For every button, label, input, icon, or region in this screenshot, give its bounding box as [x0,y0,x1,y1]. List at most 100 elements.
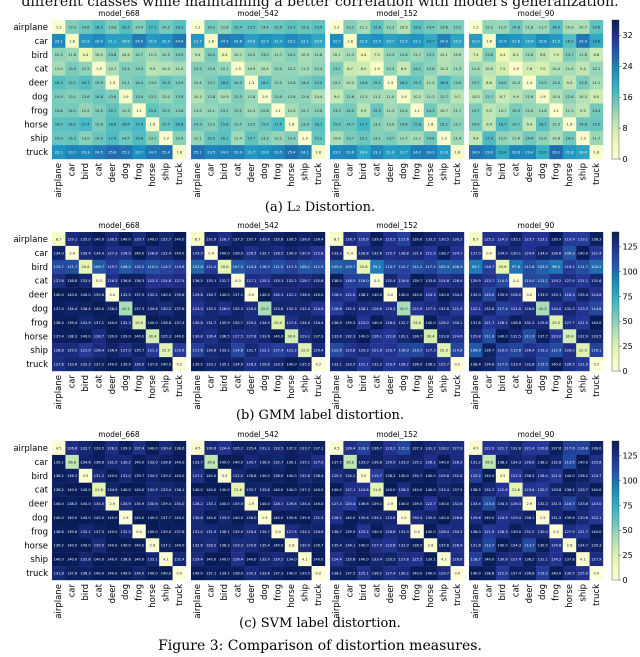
x-tick-label: deer [386,163,396,183]
cell-label: 13.3 [194,67,202,71]
heatmap-cell [65,89,79,104]
cell-label: 8.0 [593,95,599,99]
cell-label: 24.9 [472,150,481,154]
cell-label: 123.7 [524,237,534,241]
figure-caption: Figure 3: Comparison of distortion measu… [158,638,482,654]
cell-label: 130.5 [439,237,449,241]
cell-label: 140.0 [219,502,230,506]
cell-label: 132.3 [286,307,296,311]
cell-label: 134.3 [497,502,507,506]
cell-label: 140.0 [134,335,145,339]
heatmap-cell [549,89,563,104]
heatmap-cell [482,47,496,62]
x-tick-label: ship [161,375,171,393]
heatmap-cell [258,301,272,316]
heatmap-cell [495,343,510,358]
cell-label: 128.6 [551,251,562,255]
heatmap-cell [356,454,371,469]
heatmap-cell [397,496,411,511]
cell-label: 140.0 [174,460,185,464]
heatmap-cell [482,33,496,48]
heatmap-cell [397,89,411,104]
cell-label: 16.3 [55,81,63,85]
heatmap-cell [356,357,371,372]
cell-label: 135.6 [345,558,356,562]
heatmap-cell [330,524,344,539]
cell-label: 133.9 [538,293,549,297]
heatmap-cell [356,33,371,48]
cell-label: 116.0 [358,279,369,283]
cell-label: 134.7 [206,293,216,297]
cell-label: 127.6 [54,279,65,283]
cell-label: 136.2 [425,362,435,366]
heatmap-cell [576,496,590,511]
heatmap-cell [105,315,120,330]
cell-label: 136.1 [219,530,229,534]
heatmap-cell [271,232,285,247]
heatmap-cell [482,301,496,316]
cell-label: 119.4 [399,279,410,283]
heatmap-cell [231,259,245,274]
heatmap-cell [52,273,66,288]
heatmap-cell [159,232,173,247]
heatmap-cell [482,131,496,146]
heatmap-cell [450,117,465,132]
heatmap-cell [549,245,563,260]
cell-label: 4.1 [302,558,308,562]
cell-label: 130.2 [452,237,462,241]
heatmap-cell [356,103,371,118]
cell-label: 30.4 [148,335,157,339]
cell-label: 136.1 [332,571,342,575]
cell-label: 111.9 [484,335,495,339]
heatmap-cell [330,103,344,118]
heatmap-cell [271,441,285,456]
cell-label: 120.6 [358,237,369,241]
heatmap-cell [469,287,483,302]
heatmap-cell [522,524,537,539]
model-title: model_90 [518,430,555,439]
cell-label: 11.1 [592,81,600,85]
cell-label: 117.6 [564,446,575,450]
heatmap-cell [204,89,218,104]
cell-label: 133.9 [399,544,410,548]
cell-label: 11.3 [453,67,461,71]
cell-label: 10.9 [220,95,229,99]
x-tick-label: car [346,584,356,598]
cell-label: 21.7 [194,39,202,43]
heatmap-cell [522,131,537,146]
heatmap-cell [298,61,312,76]
heatmap-cell [522,343,537,358]
heatmap-cell [78,301,93,316]
heatmap-cell [204,145,218,160]
heatmap-cell [536,259,550,274]
heatmap-cell [217,259,232,274]
heatmap-cell [258,117,272,132]
cell-label: 134.0 [497,251,508,255]
x-tick-label: airplane [193,163,203,198]
x-tick-label: truck [592,163,602,185]
heatmap-cell [145,482,160,497]
heatmap-cell [410,245,424,260]
heatmap-cell [298,131,312,146]
x-tick-label: dog [121,163,131,179]
heatmap-cell [92,454,106,469]
heatmap-cell [343,273,357,288]
heatmap-cell [105,61,120,76]
cell-label: 13.4 [122,67,131,71]
cell-label: 117.0 [497,362,508,366]
heatmap-cell [423,117,438,132]
cell-label: 140.0 [67,293,78,297]
heatmap-cell [311,343,326,358]
heatmap-cell [298,47,312,62]
cell-label: 140.0 [372,321,383,325]
heatmap-cell [423,75,438,90]
cell-label: 130.9 [300,544,311,548]
cell-label: 135.4 [260,544,271,548]
heatmap-cell [370,117,384,132]
heatmap-cell [495,33,510,48]
x-tick-label: truck [175,163,185,185]
cell-label: 134.0 [174,502,185,506]
cell-label: 14.0 [472,123,481,127]
cell-label: 8.9 [401,67,407,71]
heatmap-cell [522,259,537,274]
